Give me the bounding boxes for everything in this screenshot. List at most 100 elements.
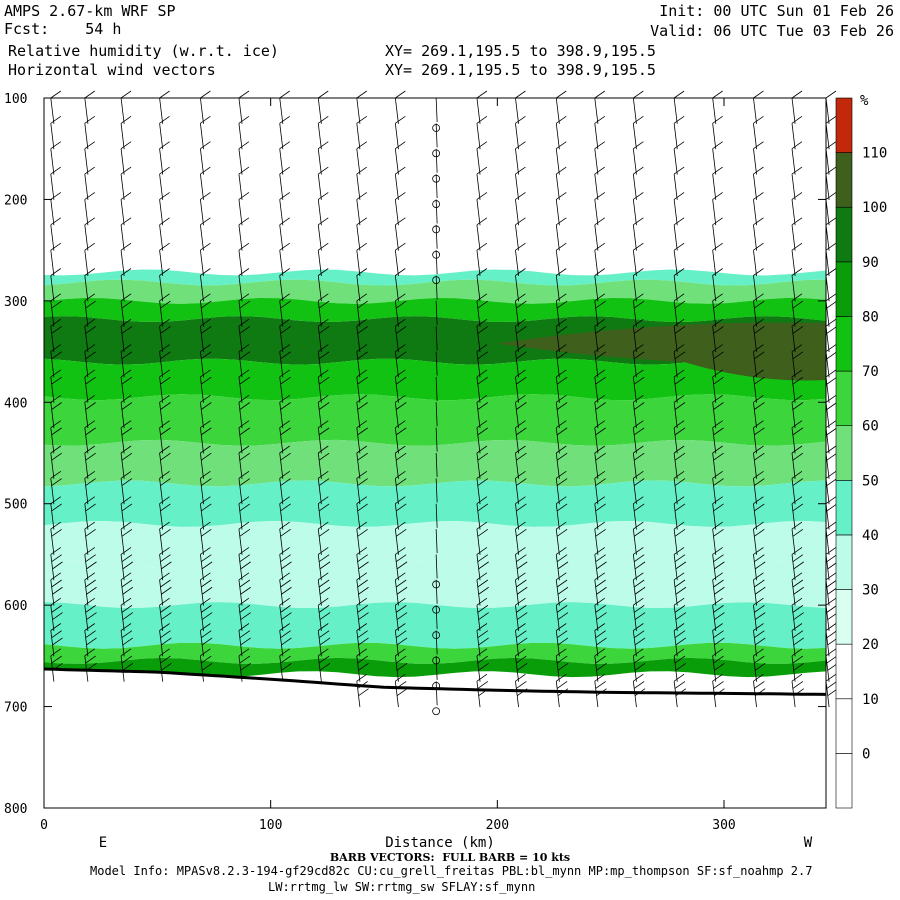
wind-barb (279, 123, 284, 150)
wind-barb-flag (395, 579, 407, 588)
wind-barb-flag (595, 326, 606, 334)
wind-barb (791, 351, 796, 378)
wind-barb-flag (159, 344, 170, 352)
wind-barb (200, 97, 204, 124)
wind-barb-flag (673, 217, 685, 226)
wind-barb-flag (825, 521, 837, 530)
wind-barb-flag (356, 90, 368, 99)
plot-frame (43, 97, 827, 809)
wind-barb-flag (395, 116, 406, 124)
wind-barb-flag (753, 496, 764, 505)
wind-barb-flag (753, 623, 764, 631)
wind-barb-flag (51, 655, 62, 664)
wind-barb-flag (239, 351, 251, 360)
wind-barb-flag (280, 402, 291, 410)
wind-barb-flag (84, 116, 96, 124)
wind-barb (317, 148, 322, 175)
wind-barb (476, 300, 481, 327)
wind-barb-flag (159, 268, 170, 276)
wind-barb-flag (556, 326, 568, 334)
wind-barb-flag (557, 637, 569, 646)
wind-barb (279, 605, 284, 632)
wind-barb (120, 326, 125, 353)
wind-barb (594, 402, 599, 429)
wind-barb-flag (159, 420, 170, 428)
wind-barb (317, 529, 322, 555)
wind-barb (238, 199, 243, 226)
wind-barb (317, 123, 322, 150)
wind-barb-flag (673, 293, 685, 302)
wind-barb (476, 579, 481, 606)
wind-barb (84, 351, 89, 378)
wind-barb-flag (84, 141, 96, 150)
wind-barb-flag (633, 242, 644, 251)
wind-barb (159, 478, 164, 505)
wind-barb-flag (201, 326, 212, 334)
wind-barb-flag (825, 369, 837, 378)
wind-barb-flag (556, 445, 567, 454)
wind-barb (356, 503, 361, 530)
wind-barb-flag (357, 503, 368, 512)
wind-barb (825, 452, 830, 479)
wind-barb-flag (556, 420, 567, 428)
wind-barb (356, 148, 361, 175)
wind-barb-flag (594, 420, 606, 428)
wind-barb (555, 174, 560, 200)
wind-barb-flag (596, 612, 607, 620)
wind-barb (394, 326, 399, 353)
wind-barb-flag (240, 586, 251, 595)
wind-barb (753, 300, 757, 327)
wind-barb (356, 199, 361, 226)
wind-barb-flag (791, 369, 803, 378)
wind-barb (791, 529, 796, 555)
wind-barb-flag (279, 496, 290, 505)
wind-barb (84, 402, 89, 429)
wind-barb-flag (358, 612, 369, 620)
model-info-line-2: LW:rrtmg_lw SW:rrtmg_sw SFLAY:sf_mynn (268, 880, 536, 894)
wind-barb (394, 605, 399, 632)
wind-barb-flag (318, 521, 329, 530)
wind-barb-flag (754, 688, 766, 696)
wind-barb (632, 503, 637, 530)
wind-barb-flag (754, 681, 765, 689)
wind-barb-flag (675, 612, 687, 620)
wind-barb-flag (753, 318, 764, 327)
wind-barb (753, 97, 757, 124)
wind-barb (673, 630, 678, 657)
wind-barb (825, 123, 830, 150)
wind-barb (159, 655, 164, 682)
rh-layer (44, 657, 826, 678)
wind-barb (753, 148, 757, 175)
wind-barb-flag (85, 554, 96, 562)
wind-barb (159, 503, 164, 530)
wind-barb (712, 199, 717, 226)
y-tick-label: 700 (4, 701, 27, 716)
wind-barb-flag (477, 605, 489, 613)
wind-barb-flag (712, 673, 723, 682)
wind-barb-flag (356, 420, 368, 428)
wind-barb-flag (319, 586, 331, 595)
wind-barb-flag (159, 192, 170, 200)
wind-barb-flag (201, 612, 213, 620)
wind-barb-flag (84, 471, 96, 479)
wind-barb-flag (753, 242, 764, 251)
x-axis-east-label: E (99, 835, 107, 851)
wind-barb (200, 630, 204, 657)
wind-barb-flag (201, 586, 213, 595)
wind-barb-flag (595, 554, 606, 562)
wind-barb (555, 250, 560, 277)
wind-barb-flag (516, 351, 527, 360)
colorbar-label: 80 (862, 309, 879, 325)
wind-barb-flag (279, 471, 290, 479)
wind-barb (200, 174, 204, 200)
wind-barb-flag (556, 394, 567, 403)
wind-barb (279, 452, 284, 479)
colorbar-swatch (835, 152, 853, 208)
wind-barb (279, 224, 284, 251)
wind-barb-flag (356, 192, 368, 200)
wind-barb-flag (238, 293, 250, 302)
wind-barb-flag (791, 420, 803, 428)
wind-barb (594, 351, 599, 378)
wind-barb-flag (516, 579, 527, 588)
wind-barb (200, 351, 204, 378)
